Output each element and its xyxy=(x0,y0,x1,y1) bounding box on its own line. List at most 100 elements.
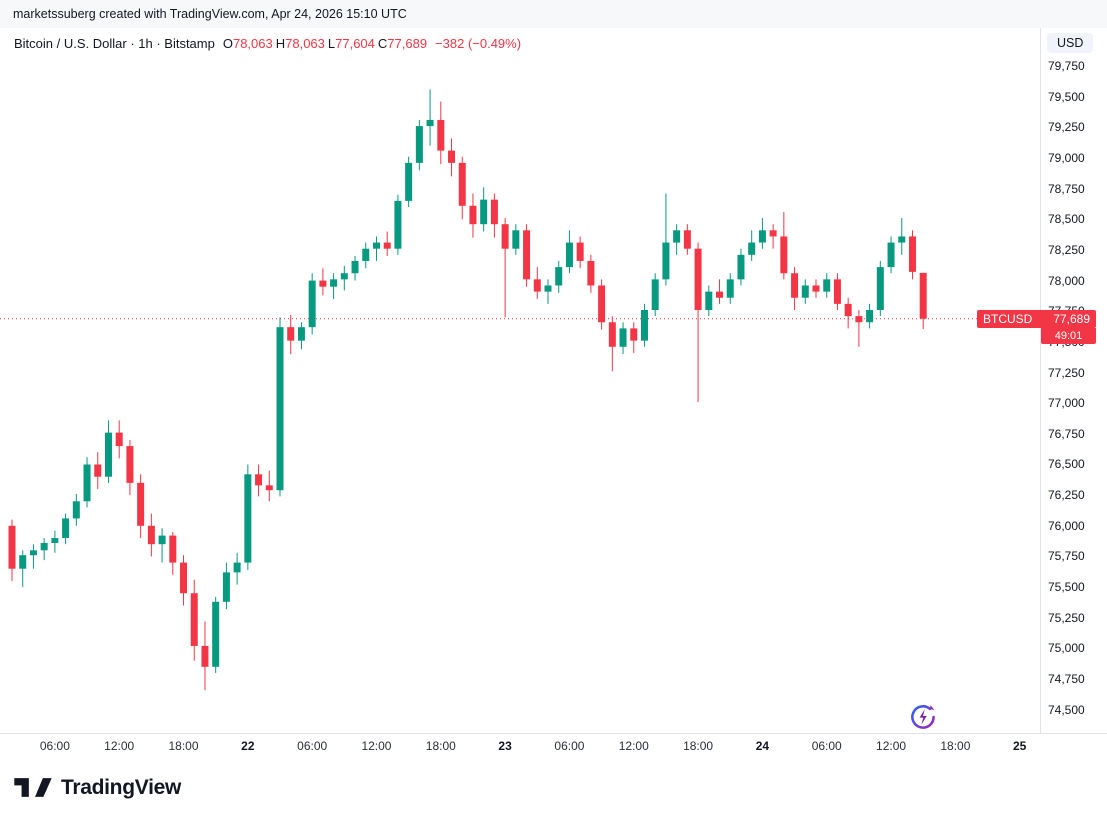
candlestick-chart[interactable] xyxy=(0,28,1040,733)
candle[interactable] xyxy=(555,260,563,293)
candle[interactable] xyxy=(480,187,488,232)
candle[interactable] xyxy=(405,156,413,208)
candle[interactable] xyxy=(565,230,573,274)
candle[interactable] xyxy=(319,268,327,296)
candle[interactable] xyxy=(308,273,316,335)
price-axis[interactable]: USD 79,750 79,500 79,250 79,000 78,750 78,500… xyxy=(1040,28,1107,757)
candle[interactable] xyxy=(533,267,541,299)
candle[interactable] xyxy=(147,513,155,557)
candle[interactable] xyxy=(523,224,531,287)
candle[interactable] xyxy=(265,470,273,502)
candle[interactable] xyxy=(276,317,284,497)
symbol-title[interactable]: Bitcoin / U.S. Dollar · 1h · Bitstamp xyxy=(14,36,215,51)
candle[interactable] xyxy=(748,230,756,261)
candle[interactable] xyxy=(716,279,724,304)
candle[interactable] xyxy=(576,236,584,269)
candle[interactable] xyxy=(855,310,863,347)
candle[interactable] xyxy=(801,279,809,304)
candle[interactable] xyxy=(780,211,788,280)
candle[interactable] xyxy=(823,273,831,298)
candle[interactable] xyxy=(651,273,659,317)
candle[interactable] xyxy=(608,316,616,372)
time-axis[interactable]: 06:00 12:00 18:00 22 06:00 12:00 18:00 23 06:00 1… xyxy=(0,733,1107,757)
candle[interactable] xyxy=(587,254,595,293)
candle[interactable] xyxy=(158,528,166,563)
candle[interactable] xyxy=(544,279,552,304)
candle[interactable] xyxy=(919,272,927,330)
candle[interactable] xyxy=(244,464,252,570)
candle[interactable] xyxy=(833,273,841,310)
candle[interactable] xyxy=(876,260,884,317)
candle[interactable] xyxy=(448,138,456,177)
candle[interactable] xyxy=(340,265,348,291)
candle-body xyxy=(490,199,498,225)
candle[interactable] xyxy=(683,224,691,255)
candle[interactable] xyxy=(469,193,477,238)
candle[interactable] xyxy=(737,248,745,286)
candle-body xyxy=(876,267,884,310)
candle[interactable] xyxy=(887,236,895,274)
candle[interactable] xyxy=(72,493,80,526)
candle[interactable] xyxy=(694,242,702,402)
candle[interactable] xyxy=(769,224,777,249)
tradingview-logo-text[interactable]: TradingView xyxy=(61,775,182,799)
candle-body xyxy=(276,327,284,491)
candle[interactable] xyxy=(222,562,230,610)
candle[interactable] xyxy=(51,530,59,553)
candle[interactable] xyxy=(180,555,188,606)
candle[interactable] xyxy=(19,550,27,588)
candle[interactable] xyxy=(812,279,820,298)
candle[interactable] xyxy=(83,457,91,508)
candle[interactable] xyxy=(40,538,48,561)
candle[interactable] xyxy=(115,420,123,459)
candle[interactable] xyxy=(351,256,359,281)
candle[interactable] xyxy=(640,303,648,347)
candle[interactable] xyxy=(94,452,102,490)
candle[interactable] xyxy=(287,314,295,355)
candle[interactable] xyxy=(501,218,509,318)
candle[interactable] xyxy=(630,322,638,353)
candle[interactable] xyxy=(29,544,37,569)
candle[interactable] xyxy=(908,230,916,280)
candle[interactable] xyxy=(383,231,391,257)
candle[interactable] xyxy=(190,579,198,661)
candle[interactable] xyxy=(662,193,670,286)
candle[interactable] xyxy=(394,194,402,255)
candle[interactable] xyxy=(898,218,906,255)
candle[interactable] xyxy=(490,193,498,238)
candle[interactable] xyxy=(233,552,241,585)
candle[interactable] xyxy=(791,267,799,310)
candle[interactable] xyxy=(866,303,874,329)
tradingview-logo-icon[interactable] xyxy=(14,774,52,801)
time-tick-label: 12:00 xyxy=(876,739,907,753)
candle[interactable] xyxy=(758,218,766,249)
candle[interactable] xyxy=(512,224,520,255)
candle[interactable] xyxy=(437,101,445,165)
candle[interactable] xyxy=(426,89,434,146)
candle[interactable] xyxy=(673,224,681,255)
candle[interactable] xyxy=(330,273,338,299)
candle[interactable] xyxy=(726,273,734,304)
candle[interactable] xyxy=(104,420,112,483)
candle-body xyxy=(544,285,552,292)
ohlc-value: 77,604 xyxy=(335,36,375,51)
candle[interactable] xyxy=(126,439,134,496)
candle[interactable] xyxy=(844,297,852,329)
refresh-sparkle-icon[interactable] xyxy=(906,700,940,734)
candle[interactable] xyxy=(297,322,305,350)
candle[interactable] xyxy=(137,474,145,539)
candle[interactable] xyxy=(62,513,70,545)
candle[interactable] xyxy=(619,322,627,355)
candle[interactable] xyxy=(212,596,220,673)
candle[interactable] xyxy=(362,242,370,269)
candle[interactable] xyxy=(705,285,713,317)
candle-body xyxy=(683,230,691,249)
candle[interactable] xyxy=(169,531,177,575)
candle[interactable] xyxy=(458,156,466,220)
candle[interactable] xyxy=(201,621,209,691)
candle[interactable] xyxy=(255,464,263,497)
candle[interactable] xyxy=(372,236,380,261)
candle[interactable] xyxy=(598,279,606,330)
candle[interactable] xyxy=(8,519,16,581)
candle[interactable] xyxy=(415,119,423,171)
